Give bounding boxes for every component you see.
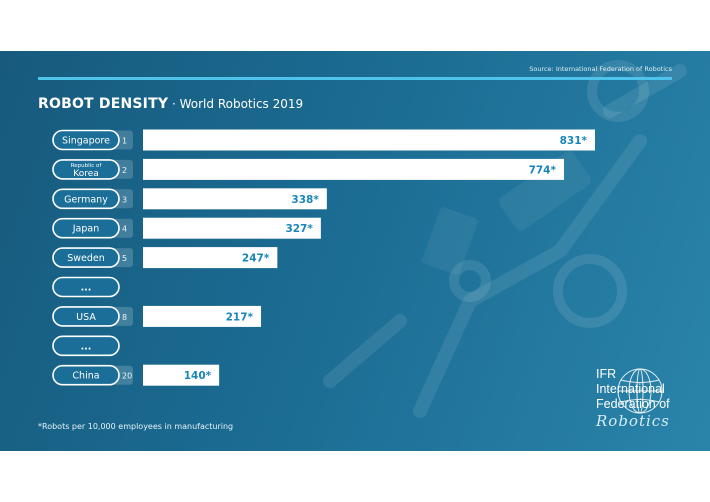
- globe-icon: [617, 368, 663, 414]
- footnote: *Robots per 10,000 employees in manufact…: [38, 422, 234, 431]
- country-label-sweden: Sweden: [67, 253, 105, 264]
- logo-international: International: [596, 382, 665, 396]
- country-label-korea: Korea: [73, 169, 99, 179]
- bar-china: [143, 364, 220, 386]
- country-pill-china: [52, 364, 120, 386]
- value-label-usa: 217*: [226, 311, 254, 323]
- rank-label-usa: 8: [122, 313, 127, 322]
- country-pill-germany: [52, 188, 120, 210]
- country-pill-ellipsis-7: [52, 335, 120, 357]
- country-label-china: China: [72, 371, 99, 382]
- chart-title: ROBOT DENSITY · World Robotics 2019: [38, 93, 303, 112]
- country-label-germany: Germany: [64, 194, 108, 205]
- country-pill-sweden: [52, 247, 120, 268]
- rank-label-korea: 2: [122, 166, 127, 175]
- chart-title-main: ROBOT DENSITY: [38, 96, 169, 112]
- value-label-korea: 774*: [529, 164, 557, 176]
- chart-panel: Source: International Federation of Robo…: [0, 51, 710, 451]
- bar-germany: [143, 188, 327, 210]
- bar-korea: [143, 158, 564, 180]
- logo-ifr: IFR: [596, 367, 617, 381]
- bar-usa: [143, 305, 262, 327]
- bar-japan: [143, 217, 321, 239]
- robot-arm-background-graphic: [323, 60, 687, 418]
- country-label-small-korea: Republic of: [71, 163, 103, 169]
- logo-federation-of: Federation of: [596, 397, 670, 411]
- logo-robotics: Robotics: [596, 412, 670, 430]
- country-pill-usa: [52, 306, 120, 327]
- country-label-japan: Japan: [72, 224, 100, 235]
- value-label-singapore: 831*: [560, 135, 588, 147]
- ifr-logo: IFR International Federation of Robotics: [592, 365, 702, 445]
- rank-label-sweden: 5: [122, 254, 127, 263]
- country-pill-japan: [52, 217, 120, 239]
- source-note: Source: International Federation of Robo…: [529, 65, 672, 73]
- chart-title-sub: · World Robotics 2019: [168, 97, 304, 111]
- value-label-japan: 327*: [285, 223, 313, 235]
- value-label-germany: 338*: [291, 194, 319, 206]
- country-pill-korea: [52, 159, 120, 180]
- bar-singapore: [143, 129, 595, 151]
- value-label-china: 140*: [184, 370, 212, 382]
- header-rule: [38, 77, 672, 80]
- country-pill-ellipsis-5: [52, 276, 120, 298]
- country-label-ellipsis-5: ...: [81, 283, 92, 294]
- rank-label-japan: 4: [122, 225, 127, 234]
- bar-sweden: [143, 247, 278, 269]
- country-pill-singapore: [52, 129, 120, 151]
- country-label-usa: USA: [76, 312, 96, 323]
- country-label-singapore: Singapore: [62, 136, 110, 147]
- rank-label-germany: 3: [122, 195, 127, 204]
- rank-label-singapore: 1: [122, 137, 127, 146]
- value-label-sweden: 247*: [242, 253, 270, 265]
- rank-label-china: 20: [122, 372, 132, 381]
- country-label-ellipsis-7: ...: [81, 341, 92, 352]
